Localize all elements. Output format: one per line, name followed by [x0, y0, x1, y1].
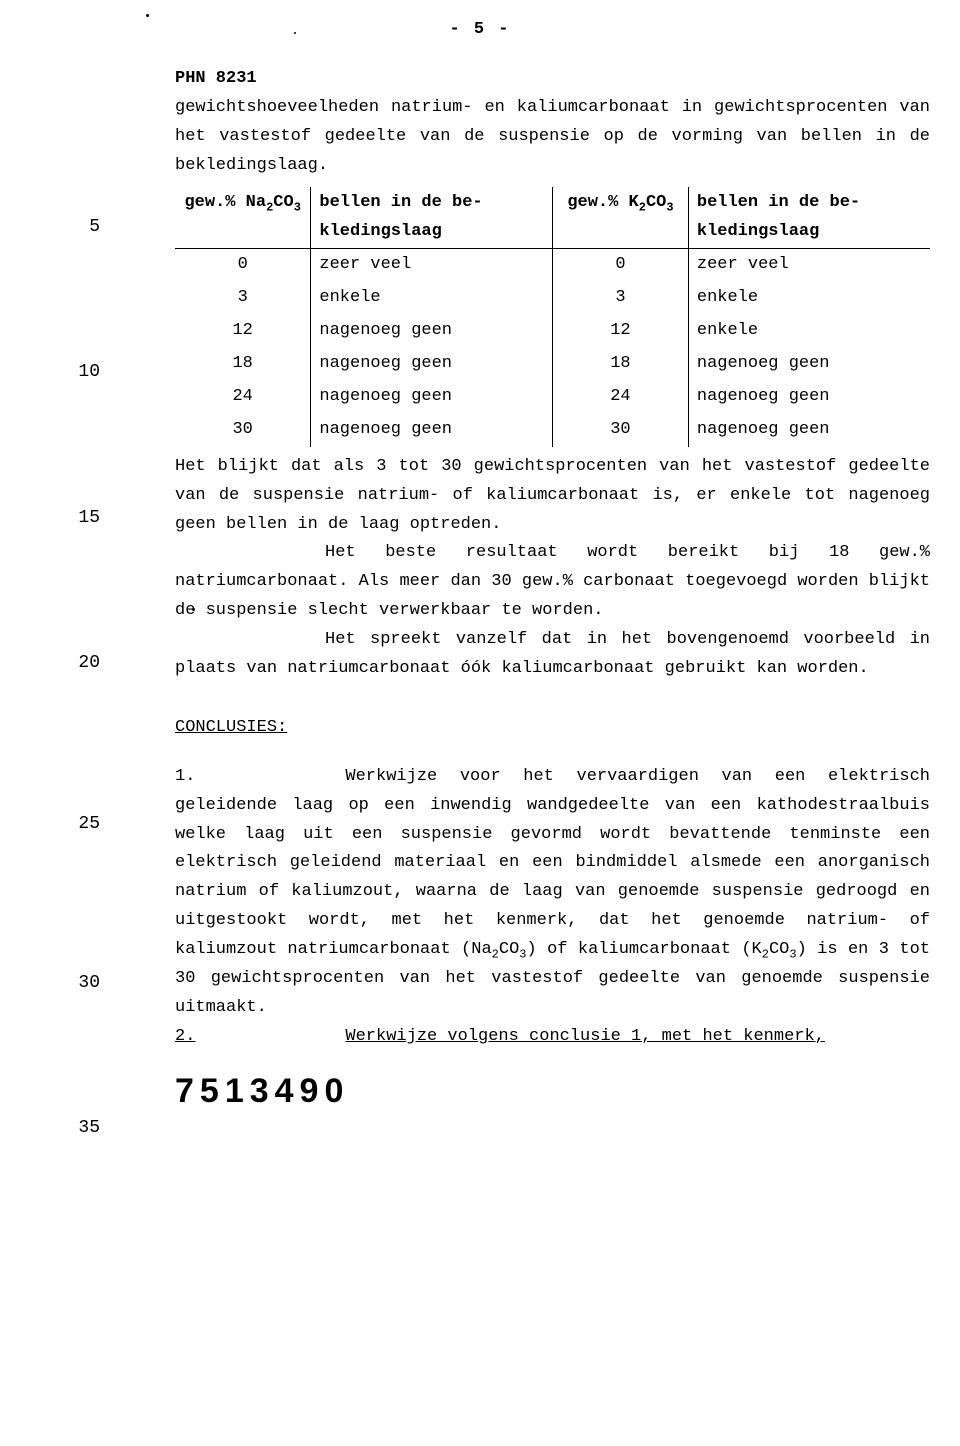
table-cell: enkele	[311, 282, 553, 315]
conclusion-2: 2.Werkwijze volgens conclusie 1, met het…	[175, 1023, 930, 1052]
table-cell: 24	[552, 381, 688, 414]
table-header-bellen2: bellen in de be-kledingslaag	[688, 187, 930, 249]
data-table: gew.% Na2CO3 bellen in de be-kledingslaa…	[175, 187, 930, 447]
table-cell: zeer veel	[688, 249, 930, 282]
table-cell: 0	[175, 249, 311, 282]
line-number: 35	[50, 1118, 100, 1138]
table-row: 3enkele3enkele	[175, 282, 930, 315]
table-cell: zeer veel	[311, 249, 553, 282]
table-header-row: gew.% Na2CO3 bellen in de be-kledingslaa…	[175, 187, 930, 249]
table-cell: 12	[552, 315, 688, 348]
intro-paragraph: gewichtshoeveelheden natrium- en kaliumc…	[175, 94, 930, 181]
table-cell: nagenoeg geen	[688, 414, 930, 447]
table-cell: 3	[175, 282, 311, 315]
line-number: 5	[50, 217, 100, 237]
line-number: 30	[50, 973, 100, 993]
table-header-k2co3: gew.% K2CO3	[552, 187, 688, 249]
table-cell: enkele	[688, 315, 930, 348]
table-cell: nagenoeg geen	[311, 414, 553, 447]
table-body: 0zeer veel0zeer veel3enkele3enkele12nage…	[175, 249, 930, 447]
table-row: 24nagenoeg geen24nagenoeg geen	[175, 381, 930, 414]
line-number: 10	[50, 362, 100, 382]
table-cell: 12	[175, 315, 311, 348]
speck	[146, 14, 149, 17]
table-cell: 30	[175, 414, 311, 447]
line-number: 25	[50, 814, 100, 834]
line-number: 20	[50, 653, 100, 673]
table-cell: 18	[175, 348, 311, 381]
table-cell: nagenoeg geen	[688, 348, 930, 381]
table-cell: 24	[175, 381, 311, 414]
conclusion-1: 1.Werkwijze voor het vervaardigen van ee…	[175, 763, 930, 1023]
table-row: 18nagenoeg geen18nagenoeg geen	[175, 348, 930, 381]
page: - 5 - PHN 8231 5101520253035 gewichtshoe…	[0, 0, 960, 1446]
conclusies-title: CONCLUSIES:	[175, 714, 930, 743]
page-number-top: - 5 -	[0, 20, 960, 39]
table-cell: 18	[552, 348, 688, 381]
table-row: 0zeer veel0zeer veel	[175, 249, 930, 282]
table-cell: nagenoeg geen	[311, 381, 553, 414]
line-number: 15	[50, 508, 100, 528]
table-header-na2co3: gew.% Na2CO3	[175, 187, 311, 249]
paragraph-1: Het blijkt dat als 3 tot 30 gewichtsproc…	[175, 453, 930, 540]
table-row: 30nagenoeg geen30nagenoeg geen	[175, 414, 930, 447]
speck	[192, 608, 195, 611]
data-table-wrap: gew.% Na2CO3 bellen in de be-kledingslaa…	[175, 187, 930, 447]
table-cell: 30	[552, 414, 688, 447]
table-cell: nagenoeg geen	[311, 348, 553, 381]
table-cell: enkele	[688, 282, 930, 315]
table-row: 12nagenoeg geen12enkele	[175, 315, 930, 348]
table-cell: 3	[552, 282, 688, 315]
paragraph-2a: Het beste resultaat wordt bereikt bij 18…	[175, 539, 930, 626]
paragraph-2b: Het spreekt vanzelf dat in het bovengeno…	[175, 626, 930, 684]
content-body: gewichtshoeveelheden natrium- en kaliumc…	[175, 94, 930, 1052]
doc-id: PHN 8231	[175, 69, 960, 88]
speck	[294, 32, 296, 34]
table-cell: nagenoeg geen	[688, 381, 930, 414]
table-cell: 0	[552, 249, 688, 282]
table-cell: nagenoeg geen	[311, 315, 553, 348]
table-header-bellen1: bellen in de be-kledingslaag	[311, 187, 553, 249]
big-document-number: 7513490	[175, 1072, 960, 1111]
